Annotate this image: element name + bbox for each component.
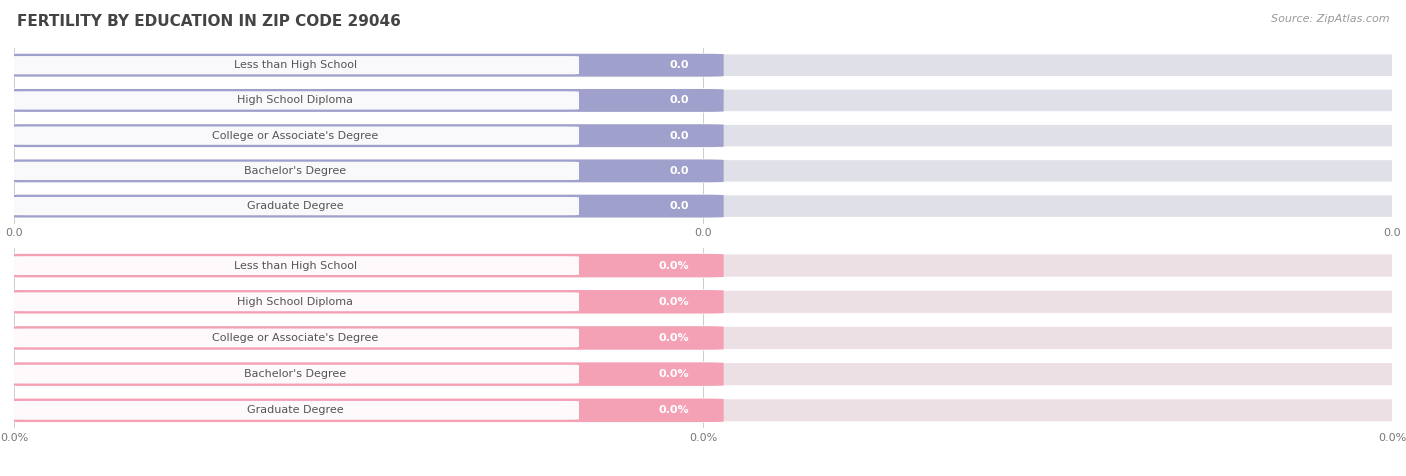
Text: 0.0: 0.0 [669, 130, 689, 141]
Text: 0.0%: 0.0% [658, 405, 689, 416]
Text: 0.0: 0.0 [669, 166, 689, 176]
Text: High School Diploma: High School Diploma [238, 297, 353, 307]
Text: 0.0: 0.0 [695, 228, 711, 238]
FancyBboxPatch shape [11, 401, 579, 420]
FancyBboxPatch shape [0, 195, 1406, 218]
FancyBboxPatch shape [0, 89, 724, 112]
FancyBboxPatch shape [0, 89, 1406, 112]
Text: Less than High School: Less than High School [233, 60, 357, 70]
FancyBboxPatch shape [0, 254, 1406, 278]
Text: 0.0: 0.0 [669, 60, 689, 70]
FancyBboxPatch shape [11, 292, 579, 311]
FancyBboxPatch shape [0, 398, 1406, 422]
FancyBboxPatch shape [11, 162, 579, 180]
Text: 0.0%: 0.0% [658, 369, 689, 379]
Text: 0.0%: 0.0% [658, 260, 689, 271]
Text: 0.0%: 0.0% [658, 297, 689, 307]
Text: FERTILITY BY EDUCATION IN ZIP CODE 29046: FERTILITY BY EDUCATION IN ZIP CODE 29046 [17, 14, 401, 30]
FancyBboxPatch shape [0, 362, 724, 386]
FancyBboxPatch shape [0, 290, 1406, 314]
FancyBboxPatch shape [0, 159, 1406, 182]
Text: Source: ZipAtlas.com: Source: ZipAtlas.com [1271, 14, 1389, 24]
Text: 0.0: 0.0 [669, 95, 689, 106]
Text: 0.0%: 0.0% [1378, 433, 1406, 443]
Text: 0.0%: 0.0% [0, 433, 28, 443]
Text: Bachelor's Degree: Bachelor's Degree [245, 166, 346, 176]
Text: 0.0%: 0.0% [658, 333, 689, 343]
Text: Bachelor's Degree: Bachelor's Degree [245, 369, 346, 379]
Text: High School Diploma: High School Diploma [238, 95, 353, 106]
FancyBboxPatch shape [0, 326, 724, 350]
FancyBboxPatch shape [0, 362, 1406, 386]
FancyBboxPatch shape [11, 127, 579, 145]
FancyBboxPatch shape [11, 365, 579, 384]
FancyBboxPatch shape [11, 197, 579, 215]
FancyBboxPatch shape [11, 56, 579, 74]
Text: Less than High School: Less than High School [233, 260, 357, 271]
Text: Graduate Degree: Graduate Degree [247, 201, 343, 211]
FancyBboxPatch shape [11, 91, 579, 109]
Text: 0.0%: 0.0% [689, 433, 717, 443]
FancyBboxPatch shape [0, 124, 724, 147]
FancyBboxPatch shape [11, 328, 579, 347]
FancyBboxPatch shape [0, 195, 724, 218]
FancyBboxPatch shape [0, 124, 1406, 147]
Text: College or Associate's Degree: College or Associate's Degree [212, 130, 378, 141]
FancyBboxPatch shape [0, 290, 724, 314]
Text: College or Associate's Degree: College or Associate's Degree [212, 333, 378, 343]
Text: Graduate Degree: Graduate Degree [247, 405, 343, 416]
FancyBboxPatch shape [0, 326, 1406, 350]
FancyBboxPatch shape [0, 54, 724, 77]
Text: 0.0: 0.0 [6, 228, 22, 238]
FancyBboxPatch shape [0, 254, 724, 278]
FancyBboxPatch shape [0, 54, 1406, 77]
FancyBboxPatch shape [0, 398, 724, 422]
Text: 0.0: 0.0 [1384, 228, 1400, 238]
FancyBboxPatch shape [0, 159, 724, 182]
FancyBboxPatch shape [11, 256, 579, 275]
Text: 0.0: 0.0 [669, 201, 689, 211]
